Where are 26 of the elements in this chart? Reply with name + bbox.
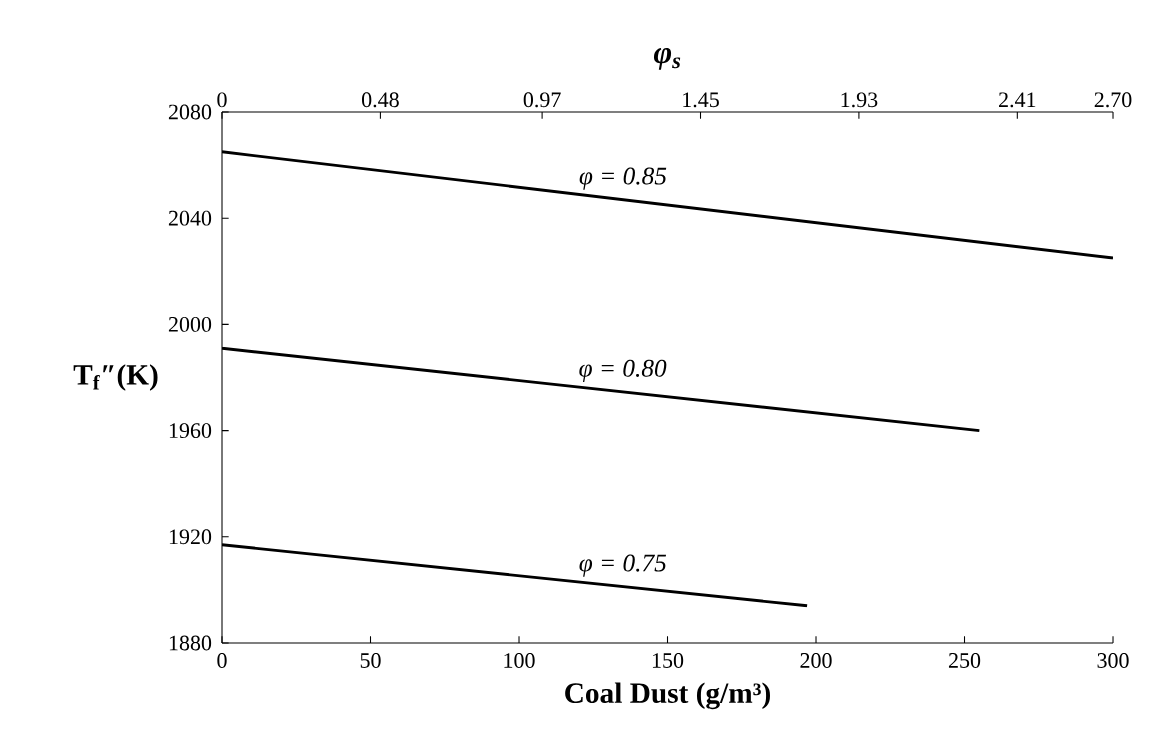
y-tick-label: 1960 [169, 423, 212, 439]
x2-tick-label: 2.70 [1094, 92, 1132, 108]
y-tick-label: 2080 [168, 104, 212, 120]
x-tick-label: 150 [652, 653, 684, 668]
y-tick-label: 2040 [168, 210, 212, 226]
series-label: φ = 0.75 [579, 554, 667, 577]
x2-tick-label: 2.41 [999, 92, 1036, 108]
x-tick-label: 250 [948, 653, 981, 668]
series-label: φ = 0.85 [579, 167, 667, 190]
x2-tick-label: 0 [217, 92, 227, 108]
y-tick-label: 1920 [169, 529, 212, 545]
x-tick-label: 100 [504, 653, 535, 668]
y-tick-label: 1880 [169, 635, 212, 651]
x2-tick-label: 0.48 [361, 92, 399, 108]
y-axis-title: T$_{f}$″(K) [73, 364, 158, 391]
x-tick-label: 0 [217, 653, 227, 668]
x-tick-label: 200 [800, 653, 832, 668]
x2-tick-label: 1.45 [683, 92, 719, 108]
x2-axis-title: φ$_{s}$ [653, 47, 681, 70]
x-tick-label: 50 [360, 653, 381, 668]
x-tick-label: 300 [1097, 653, 1129, 668]
series-label: φ = 0.80 [579, 359, 667, 382]
x-axis-title: Coal Dust (g/m³) [565, 682, 770, 710]
x2-tick-label: 1.93 [841, 92, 878, 108]
y-tick-label: 2000 [168, 316, 212, 332]
x2-tick-label: 0.97 [523, 92, 561, 108]
